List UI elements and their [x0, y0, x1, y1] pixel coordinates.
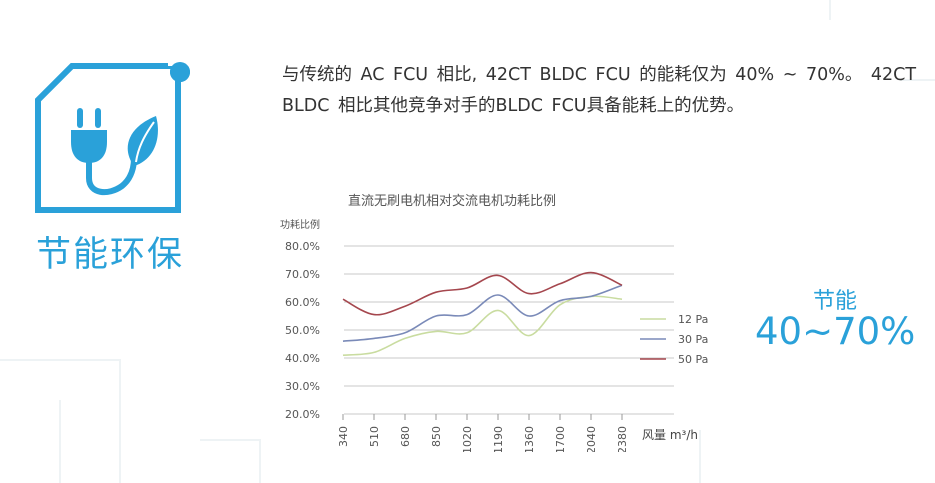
x-tick-label: 1020 — [461, 426, 474, 452]
series-lines — [342, 271, 623, 356]
savings-value: 40~70% — [755, 310, 916, 353]
chart-title: 直流无刷电机相对交流电机功耗比例 — [348, 194, 557, 209]
x-axis-label: 风量 m³/h — [642, 428, 698, 442]
x-tick-label: 510 — [368, 426, 381, 447]
legend-label: 50 Pa — [678, 353, 708, 366]
description-text: 与传统的 AC FCU 相比, 42CT BLDC FCU 的能耗仅为 40% … — [282, 65, 917, 116]
y-tick-label: 80.0% — [285, 240, 320, 253]
y-tick-label: 40.0% — [285, 352, 320, 365]
plug-leaf-icon — [30, 58, 200, 218]
y-tick-labels: 80.0% 70.0% 60.0% 50.0% 40.0% 30.0% 20.0% — [285, 240, 320, 421]
x-tick-label: 1700 — [554, 426, 567, 452]
x-tick-label: 850 — [430, 426, 443, 447]
y-tick-label: 30.0% — [285, 380, 320, 393]
y-axis-label: 功耗比例 — [280, 218, 320, 231]
x-tick-label: 2040 — [585, 426, 598, 452]
chart-legend: 12 Pa 30 Pa 50 Pa — [640, 313, 708, 366]
y-tick-label: 70.0% — [285, 268, 320, 281]
y-tick-label: 20.0% — [285, 408, 320, 421]
legend-label: 30 Pa — [678, 333, 708, 346]
section-title: 节能环保 — [36, 235, 185, 275]
y-tick-label: 50.0% — [285, 324, 320, 337]
grid-layer — [344, 245, 674, 415]
y-tick-label: 60.0% — [285, 296, 320, 309]
legend-label: 12 Pa — [678, 313, 708, 326]
power-ratio-chart: 功耗比例 80.0% 70.0% 60.0% 50.0% 40.0% 30.0% 20.0%… — [280, 218, 708, 452]
savings-label: 节能 — [812, 289, 857, 314]
x-tick-label: 680 — [399, 426, 412, 447]
series-line-30-pa — [342, 284, 623, 342]
x-tick-label: 340 — [337, 426, 350, 447]
x-tick-label: 2380 — [616, 426, 629, 452]
series-line-12-pa — [342, 295, 623, 356]
x-tick-label: 1190 — [492, 426, 505, 452]
x-tick-label: 1360 — [523, 426, 536, 452]
series-line-50-pa — [342, 271, 623, 316]
x-tick-labels: 340 510 680 850 1020 1190 1360 1700 2040 2380 — [337, 414, 629, 452]
